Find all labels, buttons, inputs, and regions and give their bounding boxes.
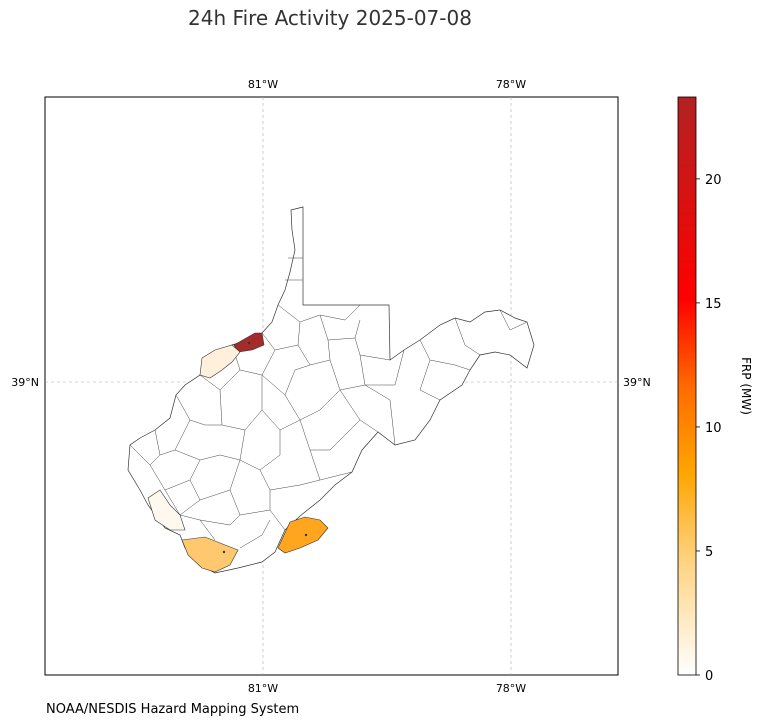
colorbar-tick-label: 15 (705, 297, 722, 312)
county-line (319, 314, 361, 341)
county-line (499, 309, 528, 331)
county-line (179, 514, 216, 541)
colorbar-ticks: 0 5 10 15 20 (696, 173, 722, 684)
lon-label-top-81w: 81°W (248, 78, 278, 91)
county-line (299, 419, 361, 451)
lat-label-right-39n: 39°N (623, 376, 651, 389)
county-low-frp (199, 344, 241, 379)
county-orange-frp (277, 516, 329, 554)
fire-detections (222, 341, 308, 554)
county-line (199, 514, 241, 526)
map-title: 24h Fire Activity 2025-07-08 (188, 6, 472, 30)
county-line (259, 469, 321, 491)
lon-label-bottom-81w: 81°W (248, 682, 278, 695)
county-line (359, 349, 405, 386)
fire-point (304, 533, 308, 537)
county-line (297, 339, 331, 366)
colorbar (677, 96, 697, 676)
county-boundaries (129, 257, 528, 549)
county-medium-frp (181, 536, 239, 573)
colorbar-label: FRP (MW) (739, 357, 753, 415)
county-line (419, 339, 471, 371)
lat-label-left-39n: 39°N (11, 376, 39, 389)
county-line (419, 359, 441, 401)
county-very-low-frp (147, 489, 186, 531)
county-line (454, 317, 481, 356)
credit-line: NOAA/NESDIS Hazard Mapping System (46, 702, 300, 717)
county-line (239, 519, 271, 549)
fire-point (222, 550, 226, 554)
colorbar-tick-label: 10 (705, 421, 722, 436)
colorbar-tick-label: 5 (705, 545, 713, 560)
colorbar-tick-label: 20 (705, 173, 722, 188)
county-line (229, 489, 271, 516)
fire-counties (147, 332, 329, 573)
county-line (261, 321, 301, 351)
county-line (261, 364, 311, 396)
lon-label-top-78w: 78°W (496, 78, 526, 91)
county-line (364, 384, 396, 446)
county-line (231, 344, 276, 376)
county-line (269, 509, 286, 531)
colorbar-tick-label: 0 (705, 669, 713, 684)
county-line (284, 389, 341, 421)
lon-label-bottom-78w: 78°W (496, 682, 526, 695)
fire-point (247, 341, 251, 345)
county-line (175, 394, 222, 426)
